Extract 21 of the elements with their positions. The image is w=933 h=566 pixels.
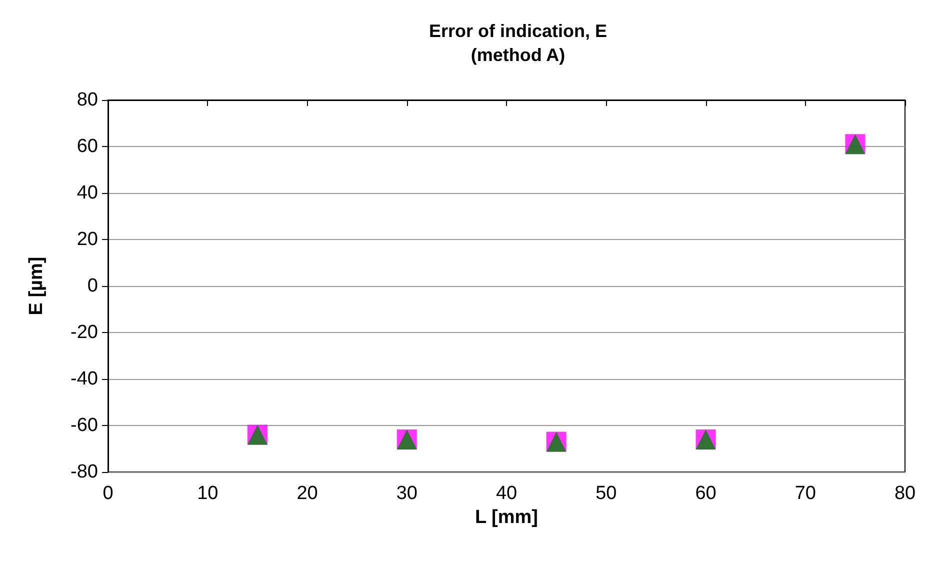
y-tick-label: -80 [70,462,98,482]
y-tick-label: 20 [76,229,98,250]
x-tick-label: 10 [197,483,218,504]
x-tick-label: 0 [102,483,114,504]
y-tick-label: 0 [87,276,98,296]
y-tick-label: 60 [76,136,98,157]
x-tick-label: 20 [296,483,318,504]
x-tick-label: 70 [794,483,816,504]
x-tick-label: 40 [496,483,518,504]
y-tick-label: -40 [70,368,98,390]
y-tick-label: 40 [76,182,98,204]
y-axis-title: E [µm] [26,256,47,316]
chart-title: Error of indication, E (method A) [428,21,608,65]
x-tick-label: 80 [894,483,916,504]
x-axis-title: L [mm] [475,506,538,528]
x-tick-label: 60 [695,483,716,504]
y-tick-label: -60 [70,415,98,436]
y-tick-label: 80 [76,90,98,110]
x-tick-label: 50 [596,483,617,504]
y-tick-label: -20 [70,322,98,343]
x-tick-label: 30 [396,483,418,504]
